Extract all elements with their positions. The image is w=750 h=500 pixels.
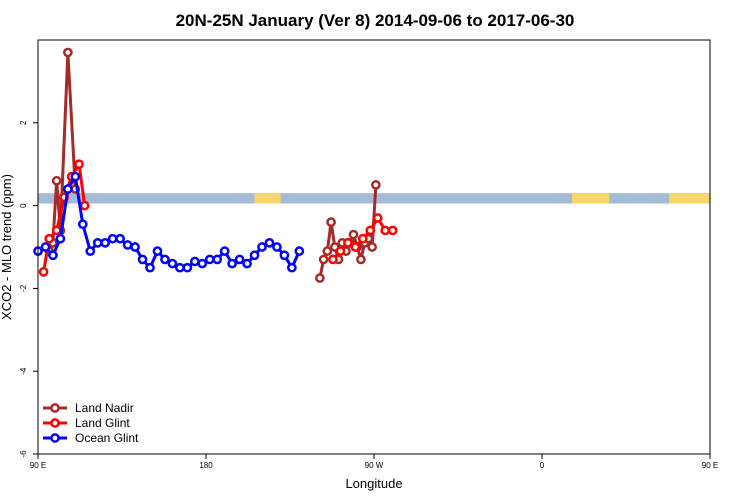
y-axis-label: XCO2 - MLO trend (ppm): [0, 174, 14, 320]
land-band: [668, 193, 710, 204]
data-point: [189, 256, 200, 267]
data-point: [51, 175, 62, 186]
y-tick-label: 0: [19, 203, 28, 208]
series-layer: [33, 47, 398, 283]
data-point: [335, 246, 346, 256]
y-tick-label: -6: [19, 450, 28, 458]
data-point: [63, 47, 73, 58]
data-point: [122, 240, 133, 250]
legend-swatch-marker: [50, 418, 60, 428]
legend-label-ocean-glint: Ocean Glint: [75, 431, 139, 445]
data-point: [85, 246, 96, 256]
data-point: [160, 254, 170, 265]
axis-layer: 90 E 180 90 W 0 90 E-6-4-202: [19, 120, 718, 470]
land-band: [571, 193, 610, 204]
data-point: [318, 254, 329, 265]
data-point: [387, 225, 398, 236]
legend-swatch-marker: [50, 403, 60, 413]
data-point: [272, 242, 282, 252]
legend-label-land-nadir: Land Nadir: [75, 401, 134, 415]
y-tick-label: -4: [19, 367, 28, 375]
data-point: [357, 233, 368, 244]
data-point: [92, 238, 103, 248]
legend-swatch-marker: [50, 433, 60, 443]
data-point: [197, 258, 208, 269]
x-tick-label: 90 W: [365, 461, 384, 470]
legend-label-land-glint: Land Glint: [75, 416, 130, 430]
data-point: [242, 258, 252, 269]
x-axis-label: Longitude: [345, 476, 402, 491]
data-point: [371, 180, 381, 190]
data-point: [204, 254, 215, 265]
data-point: [257, 242, 267, 252]
data-point: [227, 258, 237, 269]
data-point: [55, 233, 66, 244]
data-point: [152, 246, 163, 256]
land-band: [254, 193, 281, 204]
data-point: [372, 213, 383, 223]
y-tick-label: -2: [19, 284, 28, 292]
chart-title: 20N-25N January (Ver 8) 2014-09-06 to 20…: [176, 11, 575, 30]
data-point: [279, 250, 290, 261]
data-point: [40, 242, 51, 252]
data-point: [167, 258, 178, 269]
data-point: [328, 254, 338, 265]
data-point: [100, 238, 111, 248]
data-point: [219, 246, 230, 256]
data-point: [356, 254, 366, 265]
data-point: [175, 262, 185, 273]
data-point: [234, 254, 245, 265]
series-land-glint: [38, 159, 398, 277]
x-tick-label: 180: [199, 461, 213, 470]
data-point: [343, 238, 353, 248]
x-tick-label: 90 E: [702, 461, 718, 470]
data-point: [350, 242, 361, 252]
data-point: [107, 233, 118, 244]
data-point: [348, 229, 359, 240]
x-tick-label: 90 E: [30, 461, 46, 470]
data-point: [212, 254, 223, 265]
data-point: [326, 217, 336, 228]
data-point: [51, 225, 62, 236]
data-point: [287, 262, 297, 273]
series-line: [37, 175, 301, 270]
data-point: [264, 238, 275, 248]
data-point: [48, 250, 58, 261]
y-tick-label: 2: [19, 120, 28, 125]
data-point: [44, 233, 55, 244]
data-point: [74, 159, 84, 170]
data-point: [115, 233, 125, 244]
data-point: [315, 273, 325, 283]
data-point: [38, 266, 49, 277]
data-point: [365, 225, 376, 236]
data-point: [137, 254, 148, 265]
data-point: [182, 262, 193, 273]
data-point: [63, 184, 73, 194]
data-point: [380, 225, 391, 236]
data-point: [367, 242, 377, 252]
data-point: [145, 262, 155, 273]
plot-frame: [37, 39, 711, 455]
data-point: [77, 219, 88, 230]
data-point: [79, 200, 90, 211]
data-point: [130, 242, 140, 252]
x-tick-label: 0: [540, 461, 545, 470]
data-point: [70, 171, 81, 182]
data-point: [249, 250, 260, 261]
data-point: [322, 246, 333, 256]
data-point: [294, 246, 305, 256]
